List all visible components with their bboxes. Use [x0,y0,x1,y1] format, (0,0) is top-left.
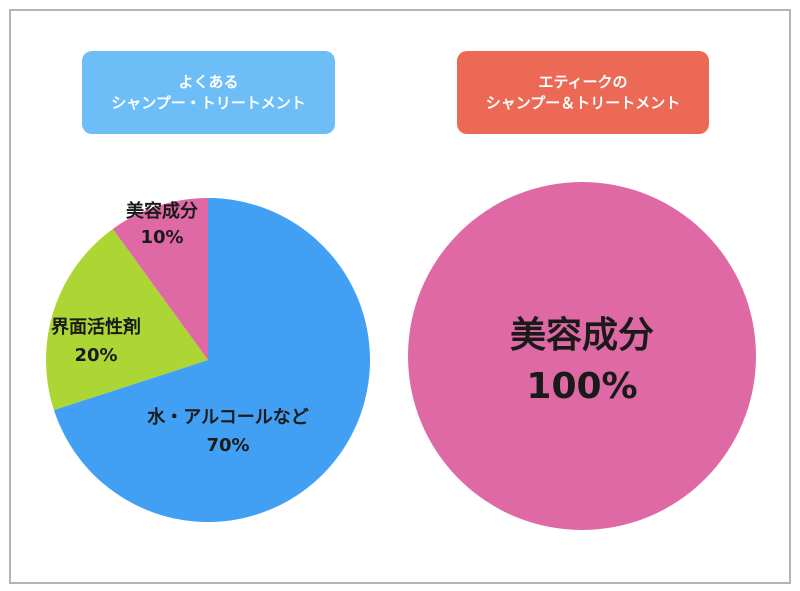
pie-slice-beauty-ingredients-full [408,182,756,530]
slice-value-surfactant: 20% [74,345,117,366]
slice-value-water-alcohol: 70% [206,435,249,456]
right-pie-chart: 美容成分 100% [408,182,756,530]
right-chart-title-line-1: エティークの [538,72,628,91]
right-chart-title: エティークの シャンプー＆トリートメント [457,51,709,134]
left-chart-title-line-1: よくある [178,72,239,91]
pie-slice-water-alcohol [53,198,370,522]
pie-slice-surfactant [45,228,209,411]
slice-label-surfactant: 界面活性剤 [51,316,141,338]
slice-value-beauty-ingredients-full: 100% [526,366,637,407]
left-pie-chart: 水・アルコールなど 70% 界面活性剤 20% 美容成分 10% [45,198,370,522]
left-chart-title-line-2: シャンプー・トリートメント [111,93,306,112]
slice-label-water-alcohol: 水・アルコールなど [147,406,308,428]
slice-label-beauty-ingredients-full: 美容成分 [510,315,654,356]
slice-label-beauty-ingredients: 美容成分 [126,200,198,222]
right-chart-title-line-2: シャンプー＆トリートメント [485,93,681,112]
left-chart-title: よくある シャンプー・トリートメント [82,51,335,134]
pie-slice-beauty-ingredients [112,198,208,360]
slice-value-beauty-ingredients: 10% [140,227,183,248]
